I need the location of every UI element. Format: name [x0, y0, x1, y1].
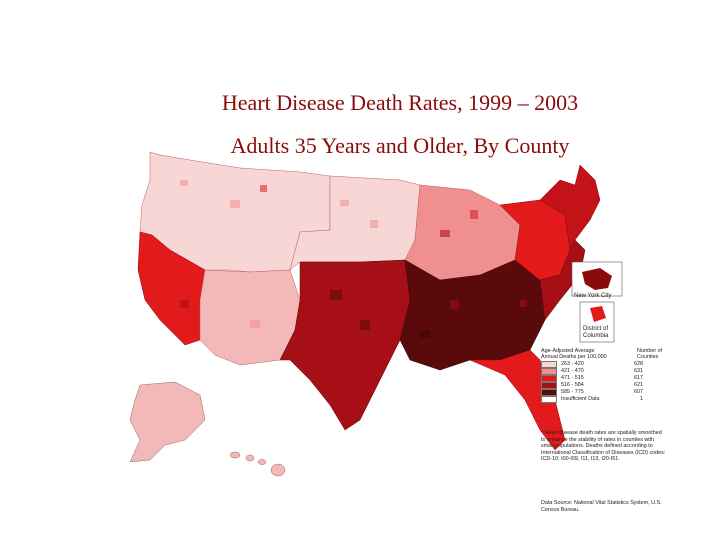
region-alaska — [129, 381, 206, 463]
nyc-inset-shape — [582, 268, 612, 290]
dc-inset-shape — [590, 306, 606, 322]
dc-label: District of Columbia — [583, 326, 609, 339]
map-title: Heart Disease Death Rates, 1999 – 2003 — [221, 90, 579, 115]
legend-row: 585 - 775 607 — [541, 388, 671, 396]
legend-header: Age-Adjusted Average Annual Deaths per 1… — [541, 348, 671, 361]
legend-count: 631 — [634, 368, 643, 375]
footnote: * Heart disease death rates are spatiall… — [541, 430, 666, 463]
region-hawaii — [229, 451, 286, 477]
legend-swatch — [541, 388, 557, 396]
legend-row: 516 - 584 621 — [541, 381, 671, 389]
legend-count: 628 — [634, 361, 643, 368]
legend-swatch — [541, 360, 557, 368]
legend-row: 421 - 470 631 — [541, 367, 671, 375]
legend-row: 471 - 515 617 — [541, 374, 671, 382]
legend-swatch — [541, 374, 557, 382]
region-northeast — [539, 164, 601, 251]
legend-count: 617 — [634, 375, 643, 382]
map-subtitle: Adults 35 Years and Older, By County — [230, 133, 570, 158]
data-source: Data Source: National Vital Statistics S… — [541, 500, 662, 513]
legend-range: 471 - 515 — [561, 375, 584, 382]
legend-swatch — [541, 367, 557, 375]
county-speckles — [180, 180, 527, 338]
legend-count: 621 — [634, 382, 643, 389]
legend-row: 263 - 420 628 — [541, 360, 671, 368]
nyc-label: New York City — [574, 293, 612, 299]
legend-count: 607 — [634, 389, 643, 396]
legend-range: 421 - 470 — [561, 368, 584, 375]
legend-swatch — [541, 395, 557, 403]
legend-row: Insufficient Data 1 — [541, 395, 671, 403]
legend-range: 263 - 420 — [561, 361, 584, 368]
legend-header-rate: Age-Adjusted Average Annual Deaths per 1… — [541, 348, 607, 361]
region-texas — [279, 259, 411, 431]
map-legend: Age-Adjusted Average Annual Deaths per 1… — [541, 348, 671, 403]
legend-header-count: Number of Counties — [637, 348, 663, 361]
legend-swatch — [541, 381, 557, 389]
legend-range: Insufficient Data — [561, 396, 600, 403]
legend-count: 1 — [640, 396, 643, 403]
legend-range: 585 - 775 — [561, 389, 584, 396]
legend-range: 516 - 584 — [561, 382, 584, 389]
